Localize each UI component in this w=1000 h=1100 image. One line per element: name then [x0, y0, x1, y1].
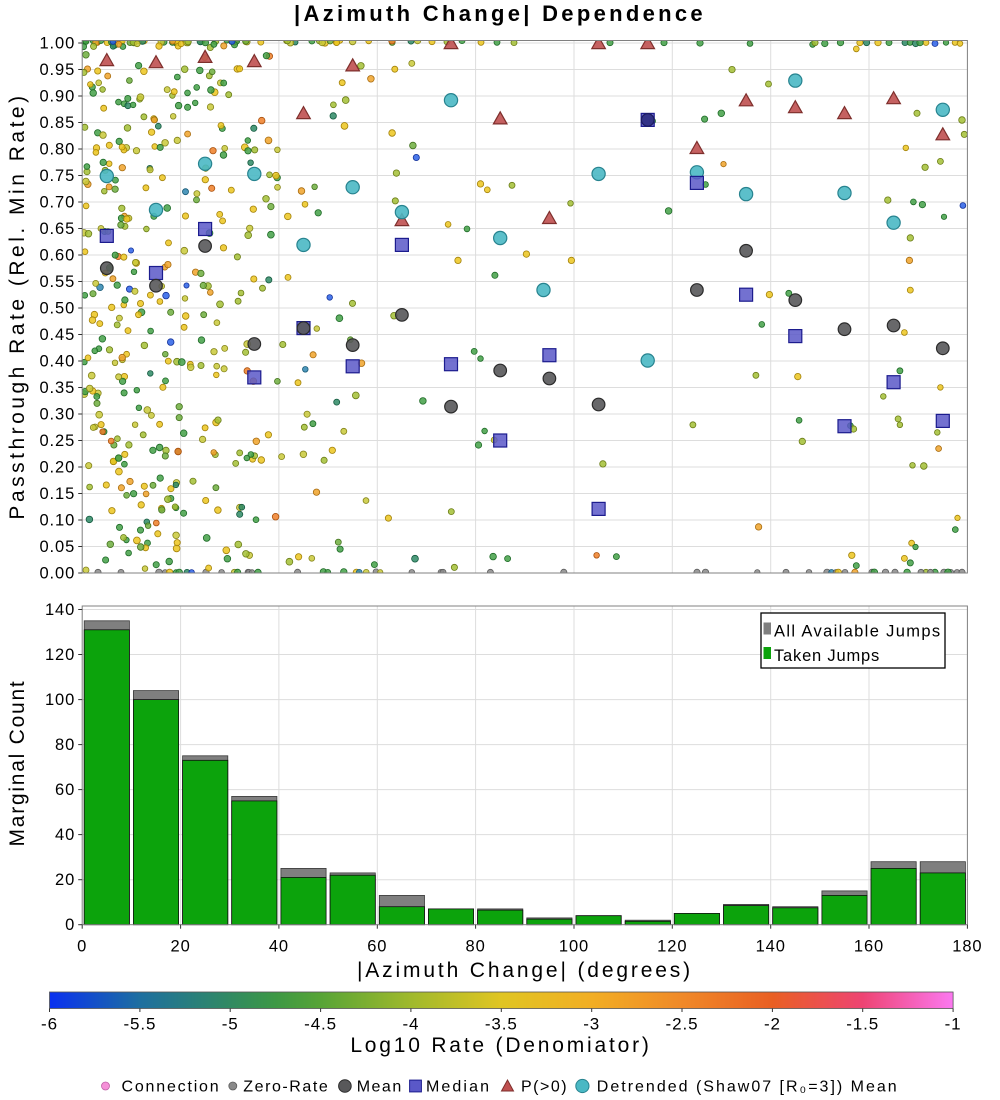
svg-text:180: 180 [952, 938, 982, 956]
svg-text:0.50: 0.50 [39, 300, 75, 318]
svg-text:Passthrough Rate (Rel. Min Rat: Passthrough Rate (Rel. Min Rate) [6, 92, 29, 519]
svg-text:0.45: 0.45 [39, 326, 75, 344]
svg-text:-3.5: -3.5 [485, 1015, 518, 1034]
svg-text:40: 40 [269, 938, 289, 956]
svg-text:0.35: 0.35 [39, 379, 75, 397]
svg-text:Log10 Rate (Denomiator): Log10 Rate (Denomiator) [350, 1034, 651, 1057]
svg-text:0: 0 [77, 938, 87, 956]
svg-text:140: 140 [45, 601, 75, 619]
svg-text:Marginal Count: Marginal Count [6, 680, 29, 847]
svg-text:Detrended (Shaw07 [R₀=3]) Mean: Detrended (Shaw07 [R₀=3]) Mean [597, 1079, 899, 1096]
svg-text:0.65: 0.65 [39, 220, 75, 238]
svg-text:-1: -1 [945, 1015, 962, 1034]
svg-text:120: 120 [45, 646, 75, 664]
svg-text:60: 60 [55, 781, 75, 799]
svg-text:0.90: 0.90 [39, 88, 75, 106]
svg-text:-5: -5 [222, 1015, 239, 1034]
svg-text:All Available Jumps: All Available Jumps [774, 623, 942, 641]
svg-text:20: 20 [55, 871, 75, 889]
svg-text:Connection: Connection [122, 1079, 221, 1096]
svg-text:-1.5: -1.5 [846, 1015, 879, 1034]
svg-text:-2.5: -2.5 [666, 1015, 699, 1034]
svg-text:0.75: 0.75 [39, 167, 75, 185]
svg-text:Zero-Rate: Zero-Rate [243, 1079, 329, 1096]
svg-text:100: 100 [45, 691, 75, 709]
svg-text:P(>0): P(>0) [521, 1079, 568, 1096]
svg-text:80: 80 [466, 938, 486, 956]
svg-text:0.05: 0.05 [39, 538, 75, 556]
svg-text:0.95: 0.95 [39, 61, 75, 79]
svg-text:0.15: 0.15 [39, 485, 75, 503]
svg-text:160: 160 [854, 938, 884, 956]
svg-text:0.80: 0.80 [39, 141, 75, 159]
svg-text:Taken Jumps: Taken Jumps [774, 647, 880, 665]
svg-text:60: 60 [367, 938, 387, 956]
svg-text:-3: -3 [583, 1015, 600, 1034]
svg-text:-5.5: -5.5 [123, 1015, 156, 1034]
svg-text:0.10: 0.10 [39, 512, 75, 530]
svg-text:40: 40 [55, 826, 75, 844]
svg-text:|Azimuth Change| Dependence: |Azimuth Change| Dependence [294, 1, 706, 26]
svg-text:20: 20 [171, 938, 191, 956]
svg-text:-6: -6 [41, 1015, 58, 1034]
svg-text:0.40: 0.40 [39, 353, 75, 371]
svg-text:-4: -4 [402, 1015, 419, 1034]
svg-text:0.20: 0.20 [39, 459, 75, 477]
svg-text:0.55: 0.55 [39, 273, 75, 291]
svg-text:|Azimuth Change| (degrees): |Azimuth Change| (degrees) [357, 959, 693, 982]
svg-text:0.70: 0.70 [39, 194, 75, 212]
svg-text:0.00: 0.00 [39, 565, 75, 583]
svg-text:0.85: 0.85 [39, 114, 75, 132]
svg-text:-2: -2 [764, 1015, 781, 1034]
svg-text:0.30: 0.30 [39, 406, 75, 424]
svg-text:140: 140 [756, 938, 786, 956]
svg-text:0.25: 0.25 [39, 432, 75, 450]
svg-text:80: 80 [55, 736, 75, 754]
svg-text:100: 100 [559, 938, 589, 956]
svg-text:Median: Median [426, 1079, 491, 1096]
svg-text:Mean: Mean [357, 1079, 403, 1096]
svg-text:-4.5: -4.5 [304, 1015, 337, 1034]
svg-text:0.60: 0.60 [39, 247, 75, 265]
svg-text:0: 0 [65, 916, 75, 934]
svg-text:120: 120 [657, 938, 687, 956]
svg-text:1.00: 1.00 [39, 35, 75, 53]
